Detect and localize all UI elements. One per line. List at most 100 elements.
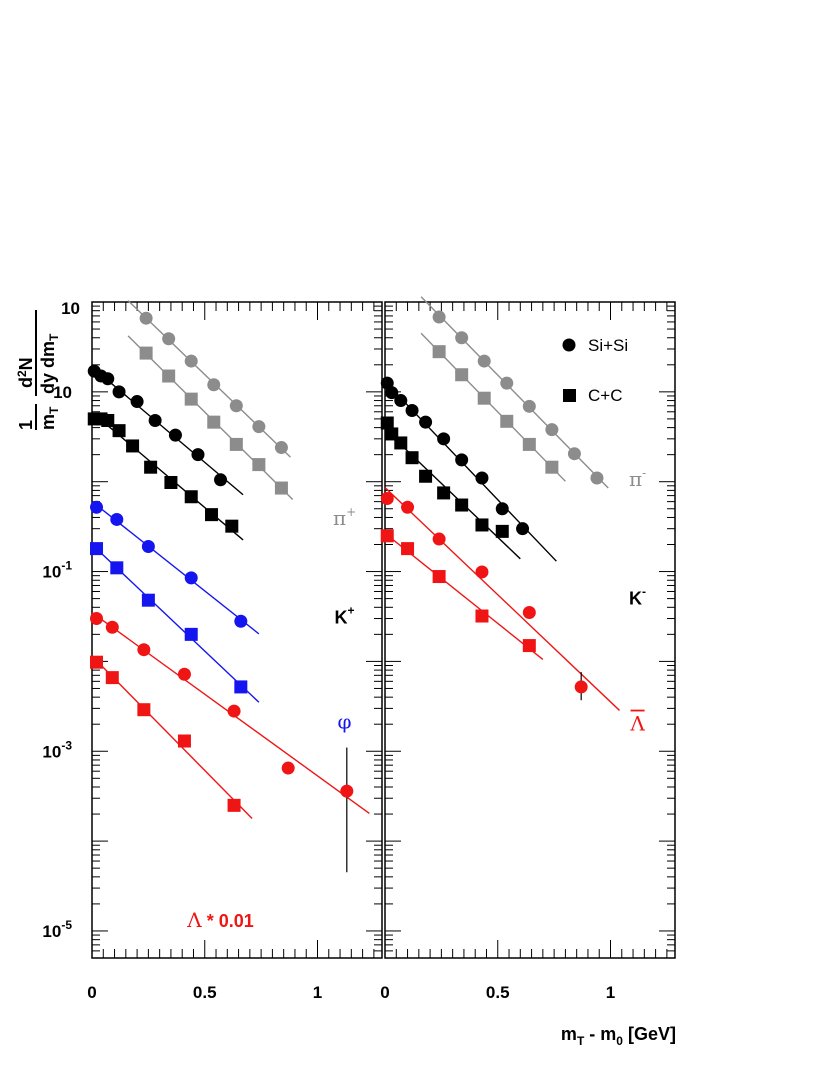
data-point [207, 378, 221, 392]
legend-label-sisi: Si+Si [588, 336, 628, 355]
data-point [252, 420, 266, 434]
data-point [139, 311, 153, 325]
data-point [419, 415, 433, 429]
data-point [184, 392, 198, 406]
data-point [495, 502, 509, 516]
data-point [419, 469, 433, 483]
data-point [567, 447, 581, 461]
data-point [340, 784, 354, 798]
data-point [144, 460, 158, 474]
data-point [126, 439, 140, 453]
data-point [101, 413, 115, 427]
data-point [281, 761, 295, 775]
data-point [380, 416, 394, 430]
data-point [184, 627, 198, 641]
data-point [437, 486, 451, 500]
legend-marker-circle [562, 338, 576, 352]
y-tick-label: 10-1 [42, 559, 72, 582]
y-axis-title: 1 mT d2N dy dmT [15, 310, 61, 430]
data-point [137, 643, 151, 657]
data-point [177, 734, 191, 748]
data-point [495, 524, 509, 538]
data-point [130, 395, 144, 409]
data-point [227, 798, 241, 812]
data-point [380, 529, 394, 543]
x-title-m: m [561, 1024, 577, 1044]
legend-label-cc: C+C [588, 386, 622, 405]
y-title-dydm-sub: T [47, 333, 61, 341]
particle-label: Λ * 0.01 [186, 908, 254, 932]
y-tick-label: 10-3 [42, 738, 72, 761]
data-point [137, 703, 151, 717]
data-point [516, 522, 530, 536]
y-tick-label: 10 [53, 383, 72, 402]
data-point [545, 423, 559, 437]
svg-text:1: 1 [16, 420, 36, 430]
fit-line [384, 487, 621, 711]
data-point [522, 399, 536, 413]
x-tick-label: 0 [380, 983, 389, 1002]
fit-line [420, 296, 609, 489]
data-point [437, 432, 451, 446]
data-point [110, 561, 124, 575]
data-point [148, 413, 162, 427]
data-point [401, 542, 415, 556]
data-point [475, 471, 489, 485]
data-point [477, 354, 491, 368]
plot-frames [91, 301, 676, 959]
data-point [252, 458, 266, 472]
data-point [229, 399, 243, 413]
x-tick-label: 0 [87, 983, 96, 1002]
data-markers [87, 310, 604, 812]
data-point [225, 519, 239, 533]
y-title-m: m [38, 414, 58, 430]
x-tick-label: 0.5 [486, 983, 510, 1002]
particle-label: π- [629, 466, 646, 491]
data-point [168, 428, 182, 442]
data-point [101, 372, 115, 386]
panel-frame-left [91, 301, 383, 959]
y-tick-label: 10-5 [42, 918, 72, 941]
x-title-mid: - m [584, 1024, 616, 1044]
data-point [432, 310, 446, 324]
data-point [401, 500, 415, 514]
data-point [522, 639, 536, 653]
y-title-m-sub: T [47, 406, 61, 414]
data-point [475, 609, 489, 623]
data-point [162, 369, 176, 383]
particle-label: K+ [335, 603, 355, 627]
data-point [162, 332, 176, 346]
data-point [475, 518, 489, 532]
data-point [205, 508, 219, 522]
data-point [177, 667, 191, 681]
data-point [522, 437, 536, 451]
data-point [500, 376, 514, 390]
data-point [207, 415, 221, 429]
y-title-dydm: dy dm [38, 341, 58, 394]
data-point [455, 331, 469, 345]
fit-line [127, 300, 291, 458]
y-title-numerator: 1 [16, 420, 36, 430]
panel-frame-right [384, 301, 676, 959]
data-point [394, 436, 408, 450]
data-point [141, 540, 155, 554]
data-point [90, 500, 104, 514]
x-title-tail: [GeV] [623, 1024, 676, 1044]
data-point [455, 498, 469, 512]
particle-label: Λ [629, 712, 645, 736]
x-tick-label: 0.5 [193, 983, 217, 1002]
data-point [432, 345, 446, 359]
data-point [234, 614, 248, 628]
data-point [184, 490, 198, 504]
data-point [432, 532, 446, 546]
data-point [455, 453, 469, 467]
data-point [110, 512, 124, 526]
svg-text:mT: mT [38, 406, 61, 430]
data-point [574, 680, 588, 694]
data-point [112, 385, 126, 399]
data-point [227, 704, 241, 718]
particle-label: π+ [333, 505, 356, 530]
data-point [590, 471, 604, 485]
